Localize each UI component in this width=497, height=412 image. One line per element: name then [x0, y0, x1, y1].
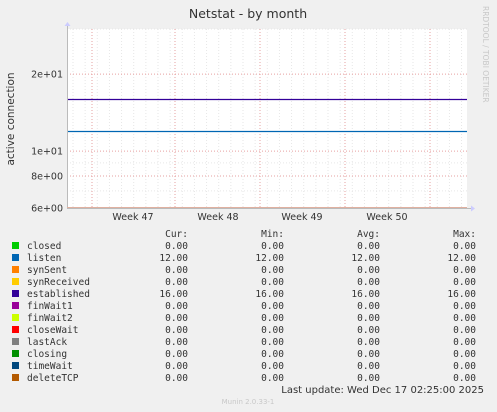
legend-name: timeWait: [27, 361, 73, 372]
legend-value: 16.00: [159, 289, 188, 300]
legend-value: 12.00: [255, 253, 284, 264]
legend-name: lastAck: [27, 337, 67, 348]
legend-value: 0.00: [165, 301, 188, 312]
x-tick-label: Week 48: [197, 212, 238, 223]
legend-value: 0.00: [453, 361, 476, 372]
legend-value: 0.00: [357, 349, 380, 360]
legend-swatch: [12, 266, 19, 273]
legend-swatch: [12, 350, 19, 357]
legend-value: 0.00: [261, 325, 284, 336]
legend-value: 0.00: [165, 265, 188, 276]
legend-value: 0.00: [357, 361, 380, 372]
footer: Munin 2.0.33-1: [222, 398, 275, 406]
legend-value: 0.00: [357, 301, 380, 312]
legend-value: 0.00: [165, 277, 188, 288]
legend-value: 0.00: [357, 241, 380, 252]
legend-value: 0.00: [261, 337, 284, 348]
y-axis-arrow: [64, 22, 71, 26]
legend-name: listen: [27, 253, 61, 264]
legend-value: 16.00: [447, 289, 476, 300]
legend-value: 0.00: [453, 241, 476, 252]
legend-name: closing: [27, 349, 67, 360]
legend-swatch: [12, 242, 19, 249]
axes: [64, 22, 475, 212]
legend-value: 0.00: [357, 265, 380, 276]
last-update: Last update: Wed Dec 17 02:25:00 2025: [281, 385, 484, 396]
legend-value: 0.00: [453, 265, 476, 276]
legend-name: closeWait: [27, 325, 78, 336]
legend-value: 0.00: [453, 349, 476, 360]
side-label: RRDTOOL / TOBI OETIKER: [481, 6, 490, 103]
y-tick-label: 8e+00: [31, 172, 63, 183]
plot-area: [67, 29, 467, 208]
legend-swatch: [12, 254, 19, 261]
legend-value: 0.00: [453, 325, 476, 336]
x-axis-arrow: [471, 205, 475, 212]
legend-name: closed: [27, 241, 61, 252]
legend-header: Cur:: [165, 229, 188, 240]
legend-swatch: [12, 302, 19, 309]
legend-swatch: [12, 278, 19, 285]
x-tick-label: Week 50: [366, 212, 407, 223]
legend-value: 12.00: [447, 253, 476, 264]
legend-swatch: [12, 314, 19, 321]
legend-name: finWait1: [27, 301, 73, 312]
legend-value: 0.00: [165, 241, 188, 252]
legend-value: 16.00: [255, 289, 284, 300]
legend-value: 0.00: [261, 265, 284, 276]
legend-value: 0.00: [357, 313, 380, 324]
legend-value: 0.00: [261, 373, 284, 384]
legend-value: 12.00: [351, 253, 380, 264]
x-tick-label: Week 47: [112, 212, 153, 223]
series-lines: [67, 98, 467, 133]
legend-value: 0.00: [357, 373, 380, 384]
x-tick-label: Week 49: [281, 212, 322, 223]
legend-value: 0.00: [165, 313, 188, 324]
y-tick-labels: 6e+00 8e+00 1e+01 2e+01: [31, 70, 63, 215]
legend-header: Avg:: [357, 229, 380, 240]
legend-value: 0.00: [453, 313, 476, 324]
y-axis-label: active connection: [5, 72, 17, 165]
x-tick-labels: Week 47 Week 48 Week 49 Week 50: [112, 212, 407, 223]
legend-value: 0.00: [165, 337, 188, 348]
legend-value: 0.00: [261, 241, 284, 252]
legend-header: Max:: [453, 229, 476, 240]
legend-value: 0.00: [261, 301, 284, 312]
y-tick-label: 1e+01: [31, 147, 63, 158]
y-tick-label: 2e+01: [31, 70, 63, 81]
legend-header: Min:: [261, 229, 284, 240]
y-tick-label: 6e+00: [31, 204, 63, 215]
legend-swatch: [12, 362, 19, 369]
legend-swatch: [12, 338, 19, 345]
legend-name: finWait2: [27, 313, 73, 324]
legend-name: deleteTCP: [27, 373, 79, 384]
legend-value: 0.00: [453, 373, 476, 384]
legend-swatch: [12, 374, 19, 381]
legend-value: 0.00: [357, 337, 380, 348]
legend-value: 0.00: [453, 277, 476, 288]
legend-name: synReceived: [27, 277, 90, 288]
legend-value: 0.00: [453, 301, 476, 312]
legend-swatch: [12, 290, 19, 297]
legend-value: 0.00: [165, 361, 188, 372]
legend-value: 16.00: [351, 289, 380, 300]
legend: Cur: Min: Avg: Max:closed 0.00 0.00 0.00 0.00li…: [12, 229, 476, 384]
legend-value: 0.00: [357, 277, 380, 288]
legend-value: 0.00: [165, 349, 188, 360]
legend-name: synSent: [27, 265, 67, 276]
legend-value: 0.00: [357, 325, 380, 336]
legend-name: established: [27, 289, 90, 300]
legend-value: 0.00: [261, 313, 284, 324]
legend-value: 0.00: [165, 373, 188, 384]
legend-value: 0.00: [261, 361, 284, 372]
chart-title: Netstat - by month: [189, 6, 307, 21]
legend-value: 0.00: [261, 277, 284, 288]
legend-value: 0.00: [453, 337, 476, 348]
legend-value: 0.00: [261, 349, 284, 360]
legend-value: 0.00: [165, 325, 188, 336]
legend-value: 12.00: [159, 253, 188, 264]
legend-swatch: [12, 326, 19, 333]
